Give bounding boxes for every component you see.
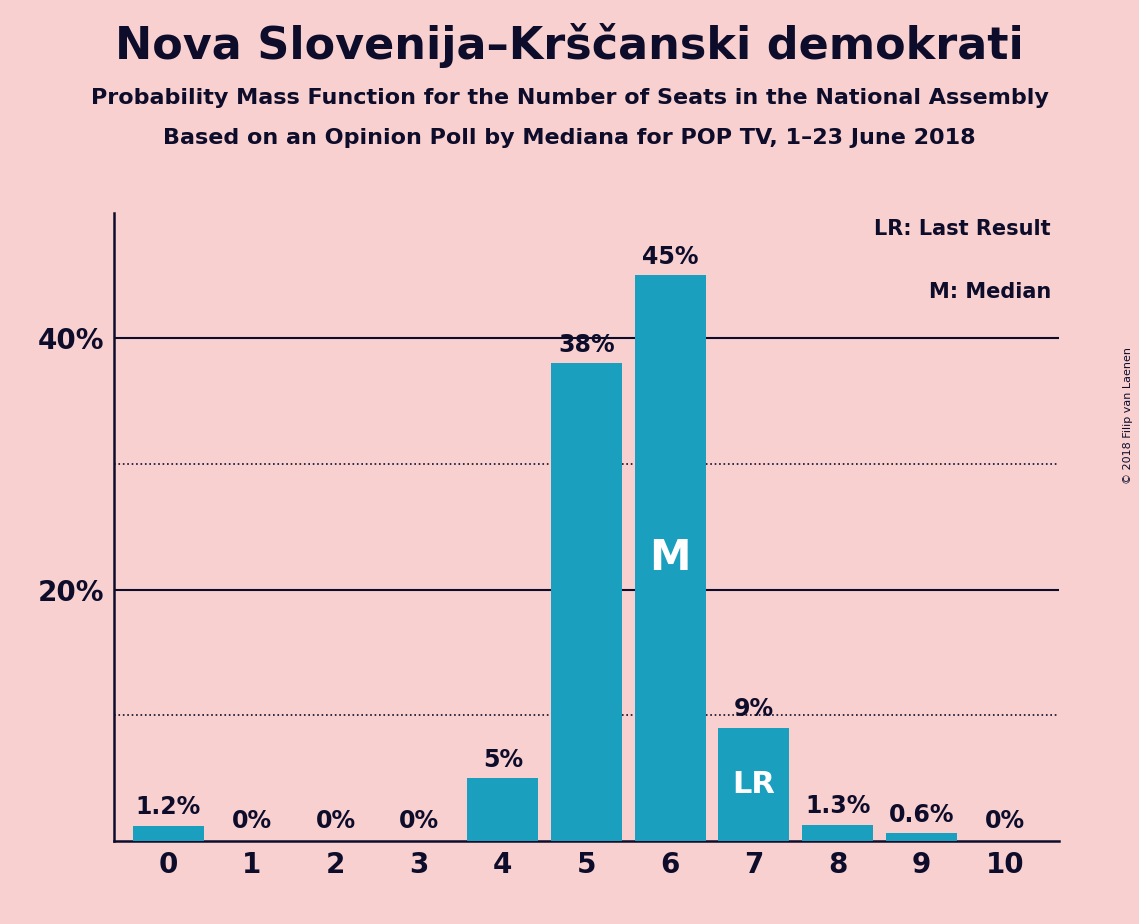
Text: Probability Mass Function for the Number of Seats in the National Assembly: Probability Mass Function for the Number… [91, 88, 1048, 108]
Text: LR: Last Result: LR: Last Result [875, 219, 1051, 238]
Text: 1.2%: 1.2% [136, 796, 200, 820]
Text: Nova Slovenija–Krščanski demokrati: Nova Slovenija–Krščanski demokrati [115, 23, 1024, 68]
Text: 38%: 38% [558, 333, 615, 357]
Text: 0.6%: 0.6% [888, 803, 954, 827]
Bar [886, 833, 957, 841]
Text: 0%: 0% [399, 809, 440, 833]
Text: 0%: 0% [316, 809, 355, 833]
Bar [551, 363, 622, 841]
Text: 1.3%: 1.3% [805, 795, 870, 819]
Text: Based on an Opinion Poll by Mediana for POP TV, 1–23 June 2018: Based on an Opinion Poll by Mediana for … [163, 128, 976, 148]
Text: © 2018 Filip van Laenen: © 2018 Filip van Laenen [1123, 347, 1133, 484]
Text: 9%: 9% [734, 698, 775, 722]
Text: M: Median: M: Median [928, 282, 1051, 301]
Text: 5%: 5% [483, 748, 523, 772]
Bar [719, 728, 789, 841]
Bar [634, 275, 706, 841]
Text: M: M [649, 537, 691, 579]
Bar [467, 778, 539, 841]
Text: 0%: 0% [985, 809, 1025, 833]
Bar [802, 824, 874, 841]
Text: 45%: 45% [642, 245, 698, 269]
Bar [133, 826, 204, 841]
Text: LR: LR [732, 770, 776, 798]
Text: 0%: 0% [232, 809, 272, 833]
